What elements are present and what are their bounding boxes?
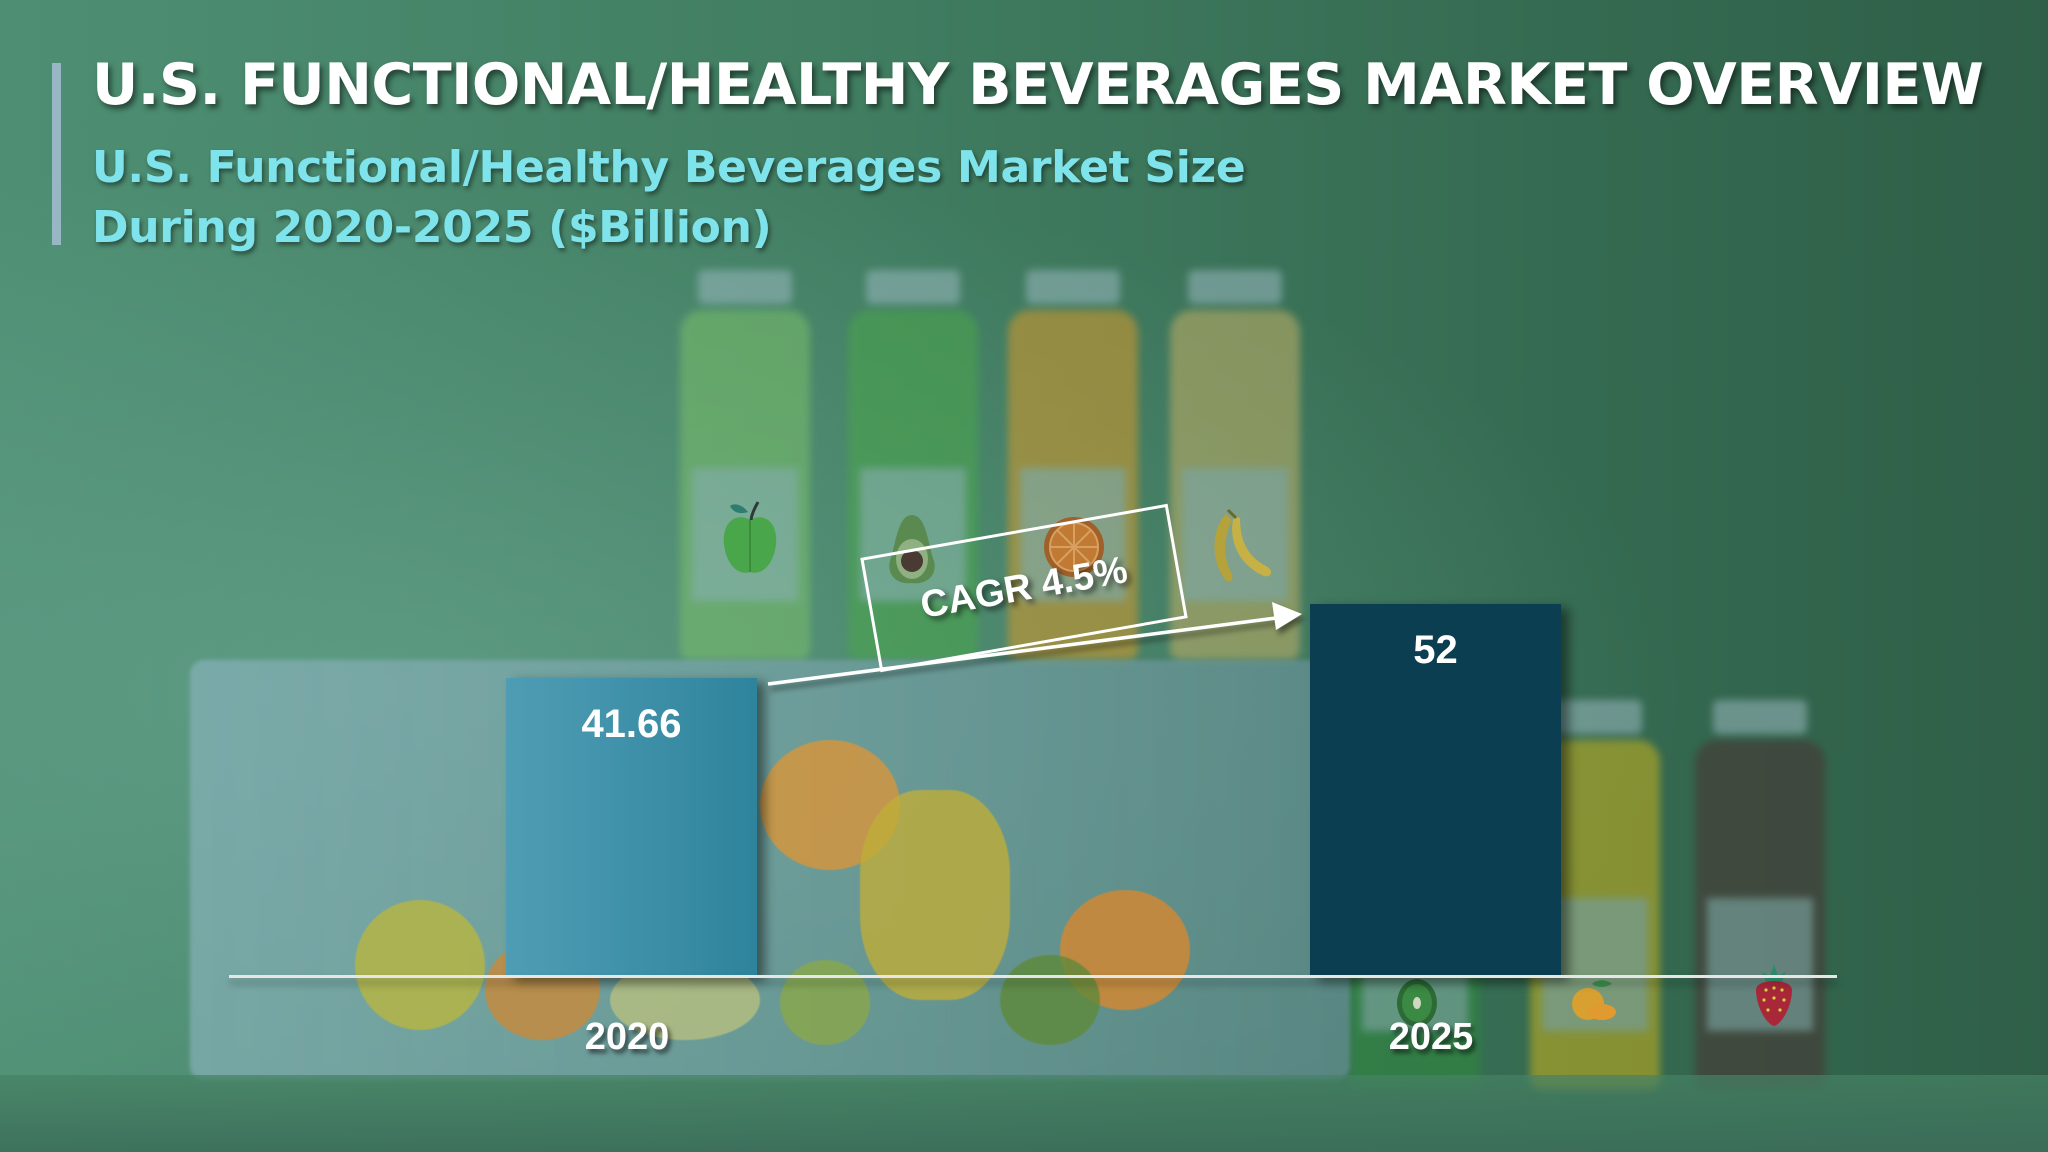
page-title: U.S. FUNCTIONAL/HEALTHY BEVERAGES MARKET… (92, 52, 1984, 118)
background-pedestal (190, 660, 1350, 1080)
x-tick-2020: 2020 (584, 1016, 670, 1058)
title-accent-bar (52, 63, 61, 245)
apple-icon (723, 501, 777, 573)
kiwi-icon (1397, 979, 1437, 1027)
background-bottle (1695, 700, 1825, 1090)
bar-value-2025: 52 (1413, 628, 1458, 672)
banana-icon (1214, 508, 1272, 582)
strawberry-icon (1756, 964, 1792, 1026)
bar-2020: 41.66 (506, 678, 757, 977)
lemon-shape (355, 900, 485, 1030)
x-axis-line (229, 975, 1837, 978)
background-bottle (1008, 270, 1138, 660)
banana-shape (860, 790, 1010, 1000)
background-bottle (1170, 270, 1300, 660)
background-floor (0, 1075, 2048, 1152)
bar-2025: 52 (1310, 604, 1561, 977)
bar-value-2020: 41.66 (581, 702, 682, 746)
x-tick-2025: 2025 (1388, 1016, 1474, 1058)
cagr-label: CAGR 4.5% (917, 548, 1131, 627)
subtitle-line-1: U.S. Functional/Healthy Beverages Market… (92, 142, 1246, 193)
subtitle-line-2: During 2020-2025 ($Billion) (92, 202, 772, 253)
background-bottle (848, 270, 978, 660)
chart-subtitle: U.S. Functional/Healthy Beverages Market… (92, 138, 1246, 258)
background-bottle (680, 270, 810, 660)
mango-icon (1572, 980, 1616, 1020)
kiwi-shape (1000, 955, 1100, 1045)
orange-icon (1044, 517, 1104, 577)
lime-shape (780, 960, 870, 1045)
avocado-icon (889, 515, 935, 584)
